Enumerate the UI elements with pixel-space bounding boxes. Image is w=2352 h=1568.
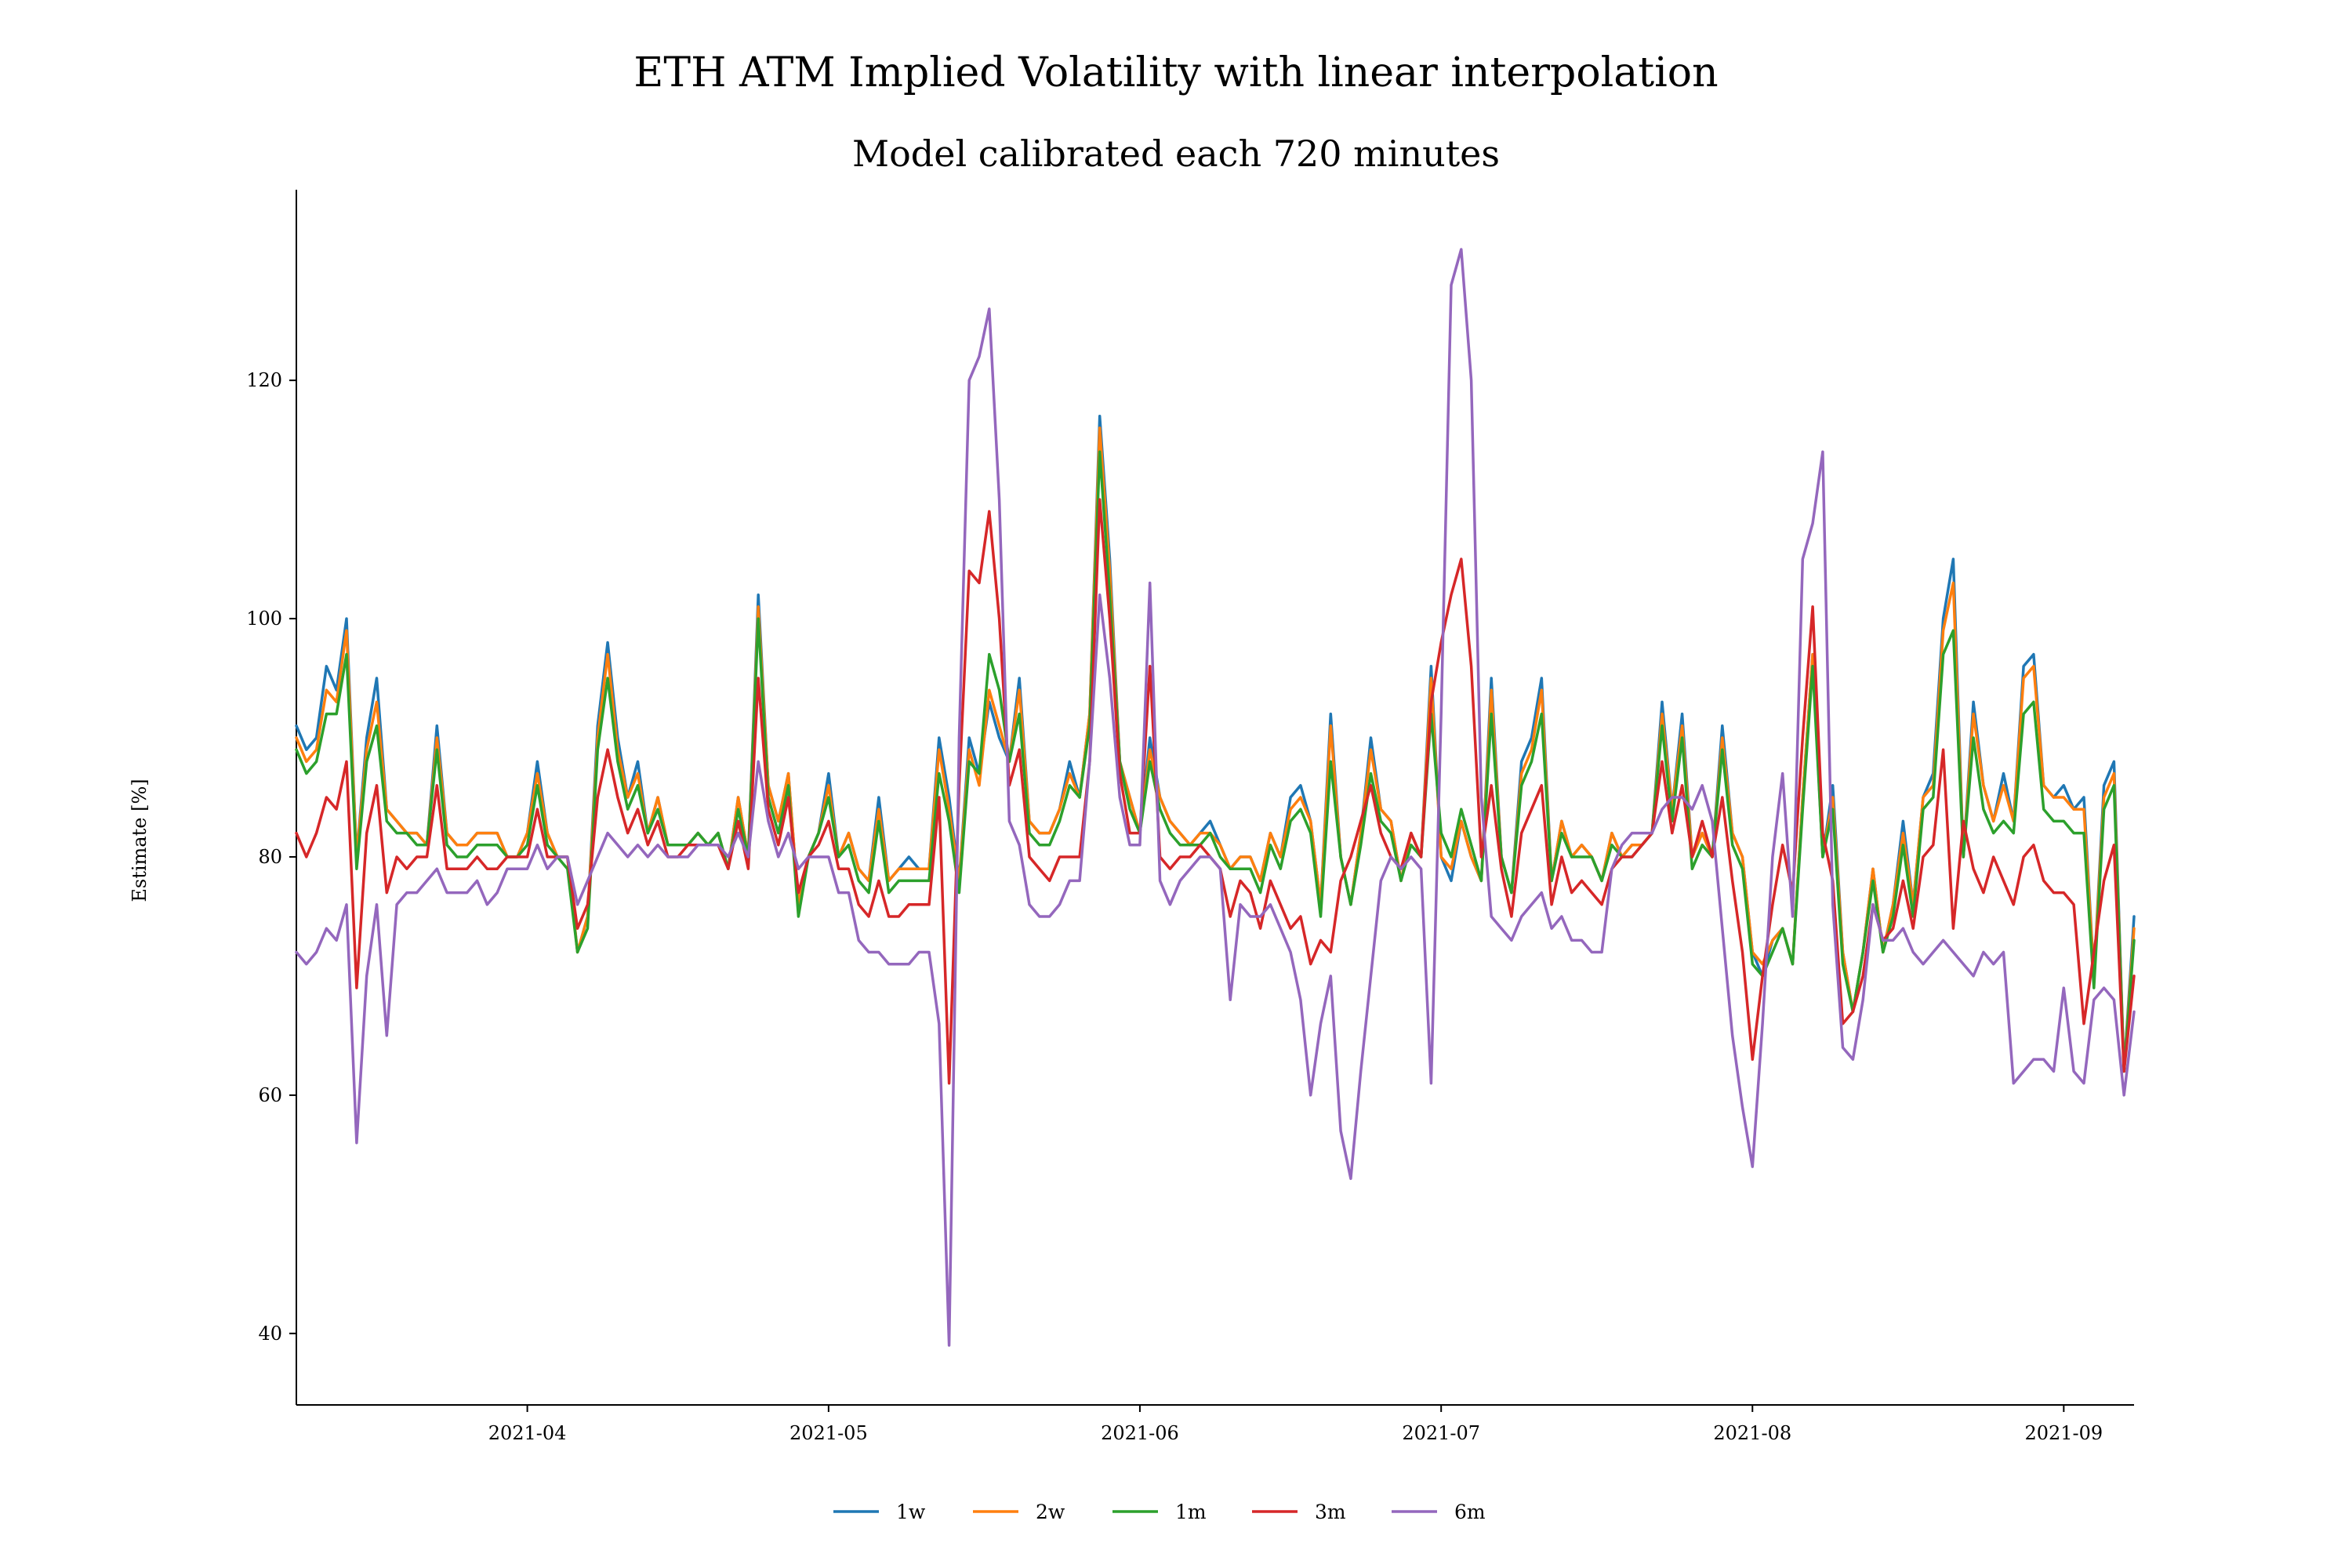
- x-tick-label: 2021-08: [1713, 1422, 1791, 1444]
- legend-item-6m: 6m: [1392, 1501, 1486, 1523]
- y-tick-label: 60: [258, 1084, 282, 1106]
- legend: 1w 2w 1m 3m 6m: [833, 1501, 1486, 1523]
- legend-label: 1w: [896, 1501, 926, 1523]
- legend-label: 1m: [1175, 1501, 1207, 1523]
- legend-item-1w: 1w: [833, 1501, 926, 1523]
- legend-item-3m: 3m: [1252, 1501, 1346, 1523]
- x-tick-label: 2021-07: [1402, 1422, 1480, 1444]
- series-line-6m: [295, 248, 2136, 1347]
- legend-item-1m: 1m: [1112, 1501, 1207, 1523]
- y-tick-label: 80: [258, 846, 282, 868]
- legend-label: 2w: [1036, 1501, 1065, 1523]
- y-tick-label: 40: [258, 1323, 282, 1345]
- axes: 40 60 80 100 120 2021-04 2021-05 2021-06 2021-07…: [246, 190, 2134, 1444]
- x-tick-label: 2021-05: [789, 1422, 868, 1444]
- legend-item-2w: 2w: [973, 1501, 1065, 1523]
- x-tick-label: 2021-06: [1101, 1422, 1179, 1444]
- series-line-3m: [295, 498, 2136, 1085]
- series-line-1m: [295, 450, 2136, 1073]
- y-tick-label: 120: [246, 369, 282, 391]
- chart-subtitle: Model calibrated each 720 minutes: [852, 132, 1500, 175]
- legend-label: 6m: [1454, 1501, 1486, 1523]
- chart-title: ETH ATM Implied Volatility with linear i…: [633, 49, 1718, 96]
- series-lines: [295, 248, 2136, 1347]
- x-tick-label: 2021-04: [488, 1422, 567, 1444]
- x-tick-label: 2021-09: [2024, 1422, 2103, 1444]
- y-axis-label: Estimate [%]: [129, 779, 151, 902]
- legend-label: 3m: [1315, 1501, 1346, 1523]
- y-tick-label: 100: [246, 608, 282, 630]
